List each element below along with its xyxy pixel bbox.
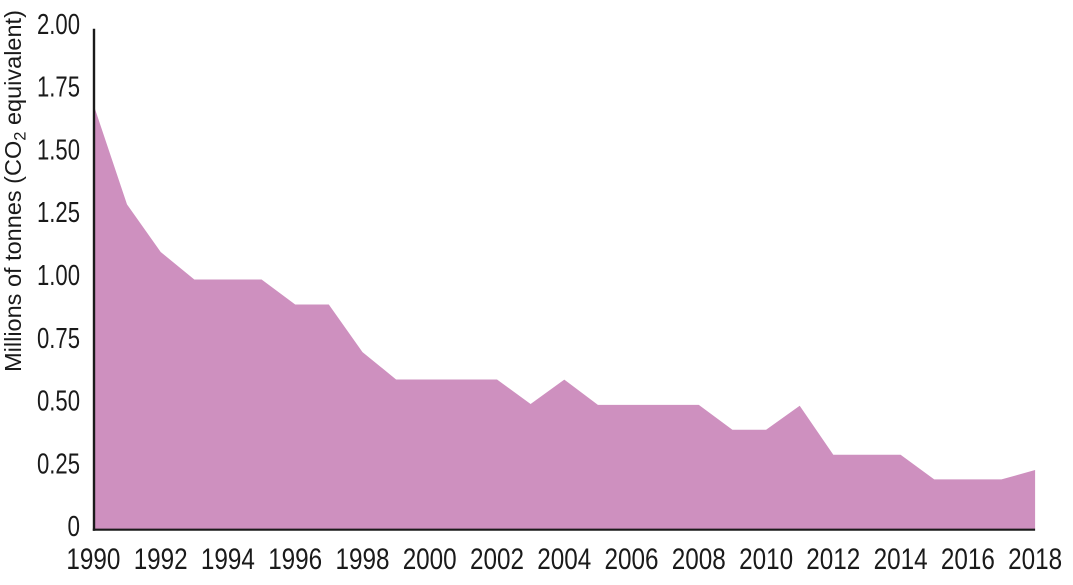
- svg-text:Millions of tonnes (CO2 equiva: Millions of tonnes (CO2 equivalent): [0, 10, 30, 372]
- svg-text:0.25: 0.25: [37, 448, 80, 480]
- svg-text:2008: 2008: [672, 543, 726, 576]
- svg-text:1994: 1994: [201, 543, 255, 576]
- svg-text:1998: 1998: [336, 543, 390, 576]
- svg-text:2004: 2004: [537, 543, 591, 576]
- svg-text:2016: 2016: [941, 543, 995, 576]
- svg-text:1990: 1990: [66, 543, 120, 576]
- svg-text:1.00: 1.00: [37, 260, 80, 292]
- svg-text:0: 0: [68, 511, 81, 543]
- svg-text:1.50: 1.50: [37, 134, 80, 166]
- svg-text:2014: 2014: [874, 543, 928, 576]
- svg-text:2018: 2018: [1008, 543, 1062, 576]
- svg-text:2006: 2006: [605, 543, 659, 576]
- svg-text:1996: 1996: [268, 543, 322, 576]
- svg-text:1.75: 1.75: [37, 72, 80, 104]
- svg-text:2.00: 2.00: [37, 9, 80, 41]
- svg-text:2012: 2012: [806, 543, 860, 576]
- svg-text:2000: 2000: [403, 543, 457, 576]
- svg-text:1992: 1992: [134, 543, 188, 576]
- svg-text:2002: 2002: [470, 543, 524, 576]
- svg-text:1.25: 1.25: [37, 197, 80, 229]
- svg-text:0.50: 0.50: [37, 386, 80, 418]
- svg-text:2010: 2010: [739, 543, 793, 576]
- svg-text:0.75: 0.75: [37, 323, 80, 355]
